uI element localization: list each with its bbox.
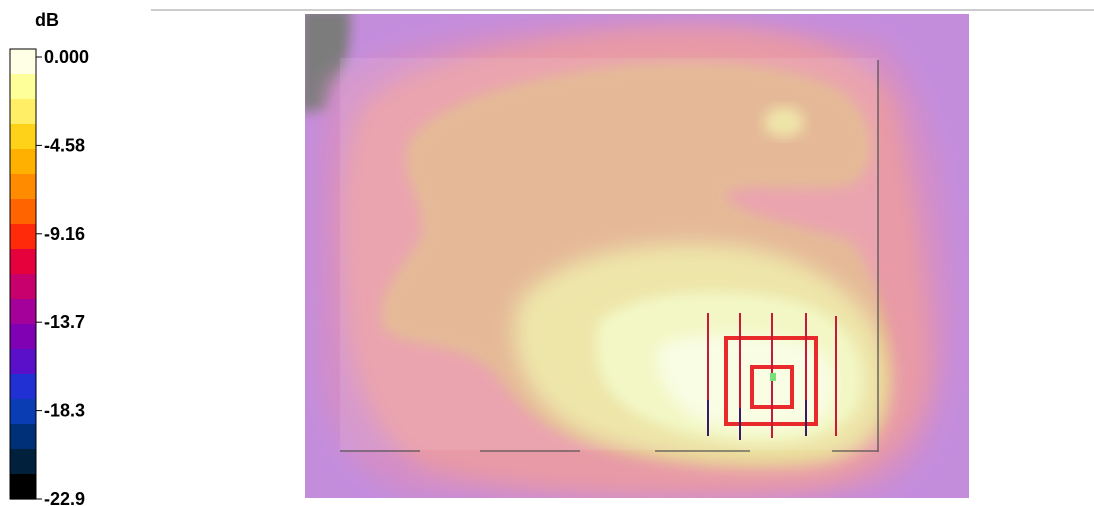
colorbar: dB 0.000 -4.58 -9.16 -13.7 -18.3 -22.9 [9,10,89,506]
heat-region-hotspot [764,107,804,137]
colorbar-tick-label: -9.16 [44,224,85,244]
red-structure [707,313,837,440]
colorbar-band [10,374,36,400]
colorbar-ticks: 0.000 -4.58 -9.16 -13.7 -18.3 -22.9 [36,47,89,506]
outline-lines [340,60,879,452]
colorbar-band [10,74,36,100]
colorbar-tick-label: 0.000 [44,47,89,67]
colorbar-band [10,399,36,425]
translucent-overlay [340,58,878,450]
colorbar-band [10,274,36,300]
colorbar-band [10,249,36,275]
colorbar-band [10,149,36,175]
colorbar-band [10,424,36,450]
colorbar-bands [10,49,36,500]
peak-marker [770,373,776,381]
colorbar-band [10,349,36,375]
colorbar-band [10,124,36,150]
colorbar-band [10,224,36,250]
colorbar-band [10,99,36,125]
colorbar-unit-label: dB [35,10,59,30]
colorbar-band [10,49,36,75]
colorbar-tick-label: -22.9 [44,489,85,506]
heatmap-field [305,14,969,498]
colorbar-tick-label: -4.58 [44,135,85,155]
colorbar-band [10,324,36,350]
dark-strip-segments [707,400,807,440]
heatmap-panel [151,9,1094,498]
colorbar-frame [9,48,37,500]
colorbar-tick-label: -18.3 [44,401,85,421]
colorbar-tick-label: -13.7 [44,312,85,332]
colorbar-band [10,174,36,200]
colorbar-band [10,299,36,325]
colorbar-band [10,474,36,500]
colorbar-band [10,449,36,475]
colorbar-band [10,199,36,225]
